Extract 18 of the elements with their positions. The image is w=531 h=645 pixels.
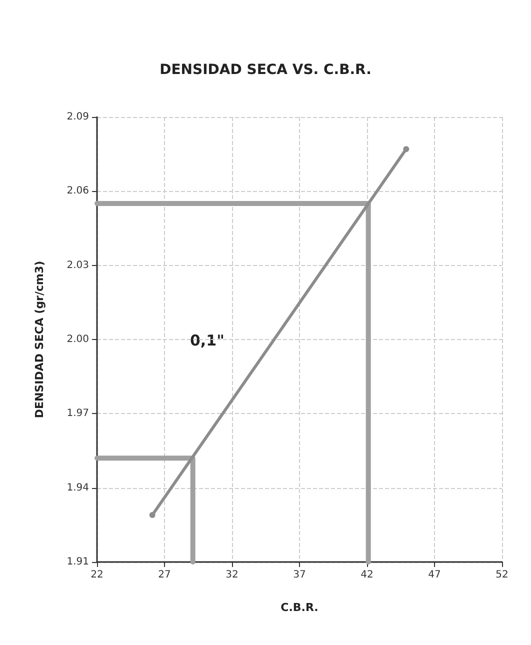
annotation: 0,1" xyxy=(190,332,224,350)
x-tick-label: 27 xyxy=(158,570,171,580)
y-tick-label: 2.00 xyxy=(66,334,89,345)
x-tick-label: 37 xyxy=(293,570,306,580)
x-tick-label: 22 xyxy=(90,570,104,580)
y-tick-label: 2.06 xyxy=(66,186,89,197)
chart-title: DENSIDAD SECA VS. C.B.R. xyxy=(160,62,372,78)
y-tick-label: 2.03 xyxy=(66,260,89,271)
x-tick-label: 47 xyxy=(428,570,441,580)
y-axis-title: DENSIDAD SECA (gr/cm3) xyxy=(33,260,46,418)
y-tick-label: 2.09 xyxy=(66,112,89,122)
y-tick-label: 1.97 xyxy=(66,408,89,420)
x-tick-label: 32 xyxy=(226,570,238,580)
x-axis-title: C.B.R. xyxy=(280,601,318,614)
x-tick-label: 52 xyxy=(496,570,508,580)
y-tick-label: 1.91 xyxy=(66,556,89,568)
x-tick-label: 42 xyxy=(360,570,374,580)
y-tick-label: 1.94 xyxy=(66,482,89,494)
